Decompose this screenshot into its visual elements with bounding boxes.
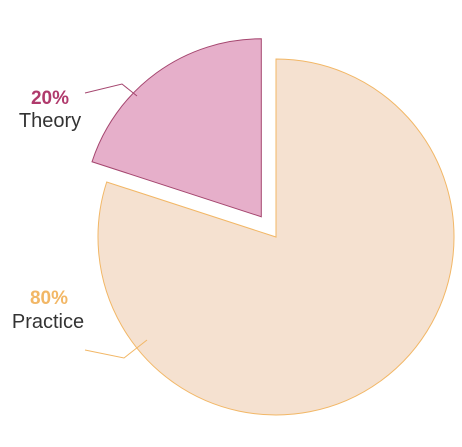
data-label-practice-name: Practice: [12, 311, 84, 333]
data-label-theory-percent: 20%: [31, 88, 69, 109]
data-label-practice-percent: 80%: [30, 288, 68, 309]
leader-line-theory: [85, 84, 137, 96]
data-label-theory-name: Theory: [19, 110, 81, 132]
